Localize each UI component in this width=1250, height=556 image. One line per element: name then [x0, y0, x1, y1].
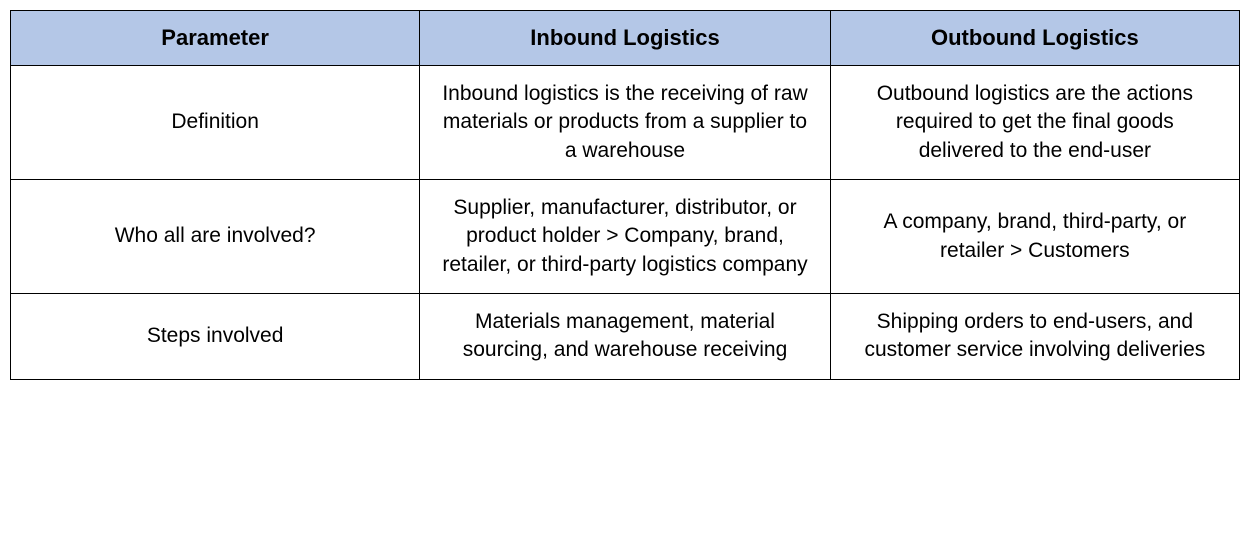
- cell-parameter: Steps involved: [11, 294, 420, 380]
- cell-parameter: Who all are involved?: [11, 180, 420, 294]
- table-row: Definition Inbound logistics is the rece…: [11, 66, 1240, 180]
- col-header-parameter: Parameter: [11, 11, 420, 66]
- cell-inbound: Inbound logistics is the receiving of ra…: [420, 66, 830, 180]
- table-row: Steps involved Materials management, mat…: [11, 294, 1240, 380]
- table-header-row: Parameter Inbound Logistics Outbound Log…: [11, 11, 1240, 66]
- table-row: Who all are involved? Supplier, manufact…: [11, 180, 1240, 294]
- cell-inbound: Materials management, material sourcing,…: [420, 294, 830, 380]
- cell-outbound: A company, brand, third-party, or retail…: [830, 180, 1239, 294]
- cell-parameter: Definition: [11, 66, 420, 180]
- col-header-inbound: Inbound Logistics: [420, 11, 830, 66]
- cell-outbound: Shipping orders to end-users, and custom…: [830, 294, 1239, 380]
- logistics-comparison-table: Parameter Inbound Logistics Outbound Log…: [10, 10, 1240, 380]
- cell-outbound: Outbound logistics are the actions requi…: [830, 66, 1239, 180]
- col-header-outbound: Outbound Logistics: [830, 11, 1239, 66]
- cell-inbound: Supplier, manufacturer, distributor, or …: [420, 180, 830, 294]
